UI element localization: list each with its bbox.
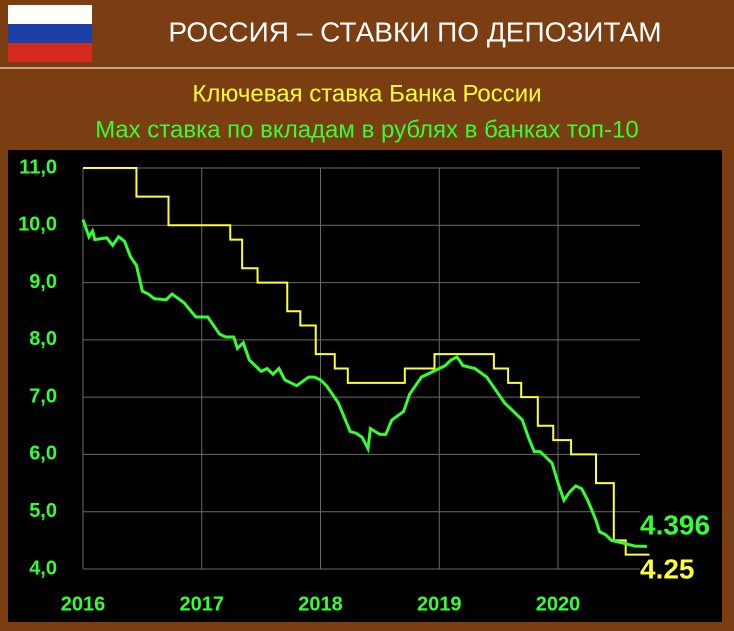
flag-blue: [8, 24, 92, 43]
x-tick-label: 2018: [298, 593, 343, 615]
end-value-label: 4.396: [640, 509, 710, 540]
y-tick-label: 9,0: [29, 271, 57, 293]
x-tick-label: 2016: [61, 593, 106, 615]
y-tick-label: 5,0: [29, 500, 57, 522]
series-line: [83, 167, 650, 556]
y-tick-label: 7,0: [29, 385, 57, 407]
y-tick-label: 10,0: [18, 214, 57, 236]
plot-background: [8, 150, 722, 622]
y-tick-label: 4,0: [29, 557, 57, 579]
y-tick-label: 8,0: [29, 328, 57, 350]
end-value-label: 4.25: [640, 553, 695, 584]
y-tick-label: 6,0: [29, 443, 57, 465]
flag-red: [8, 43, 92, 62]
chart-title: РОССИЯ – СТАВКИ ПО ДЕПОЗИТАМ: [168, 16, 661, 47]
flag-white: [8, 5, 92, 24]
y-tick-label: 11,0: [19, 156, 57, 178]
subtitle-key-rate: Ключевая ставка Банка России: [192, 80, 541, 107]
subtitle-deposit-rate: Max ставка по вкладам в рублях в банках …: [95, 116, 638, 143]
x-tick-label: 2017: [180, 593, 225, 615]
series-line: [81, 219, 648, 548]
x-tick-label: 2019: [417, 593, 462, 615]
x-tick-label: 2020: [536, 593, 581, 615]
